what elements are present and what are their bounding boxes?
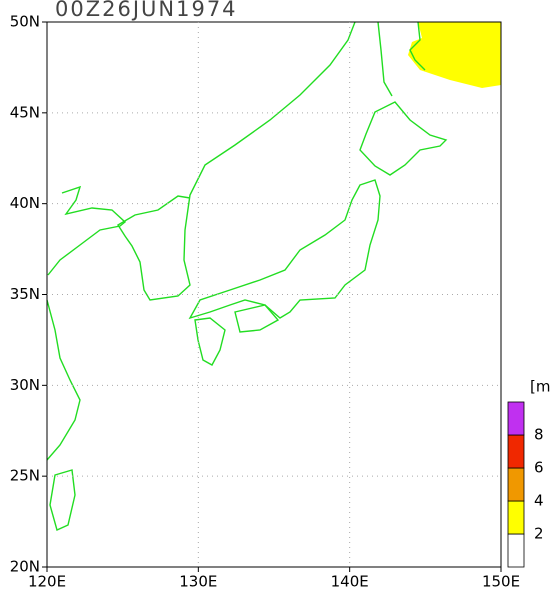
y-tick-label: 50N (10, 13, 40, 31)
y-tick-label: 40N (10, 194, 40, 212)
colorbar-label: 6 (534, 459, 544, 477)
x-tick-label: 130E (179, 573, 217, 591)
colorbar-label: 8 (534, 426, 544, 444)
coastlines (46, 21, 448, 531)
colorbar-label: 4 (534, 492, 544, 510)
colorbar-box (507, 434, 525, 469)
x-tick-label: 120E (28, 573, 66, 591)
y-tick-label: 45N (10, 103, 40, 121)
y-tick-label: 35N (10, 285, 40, 303)
x-tick-label: 150E (482, 573, 520, 591)
wave-area (408, 22, 501, 88)
map-title: 00Z26JUN1974 (55, 0, 238, 21)
colorbar-label: 2 (534, 525, 544, 543)
y-tick-label: 25N (10, 467, 40, 485)
colorbar-box (507, 500, 525, 535)
colorbar-box (507, 401, 525, 436)
colorbar-unit: [m] (530, 378, 551, 396)
y-tick-label: 30N (10, 376, 40, 394)
colorbar-box (507, 533, 525, 568)
x-tick-label: 140E (331, 573, 369, 591)
colorbar-box (507, 467, 525, 502)
y-tick-label: 20N (10, 558, 40, 576)
